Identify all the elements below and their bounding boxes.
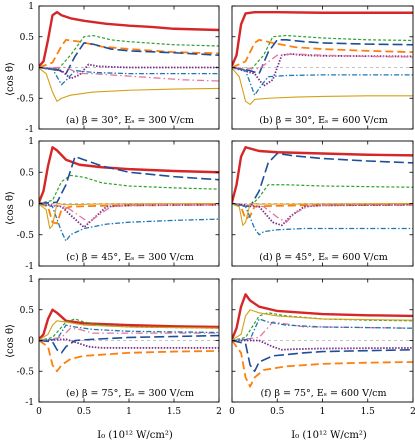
y-tick-label: 0: [28, 337, 34, 347]
series-line-8: [39, 320, 219, 341]
panel-grid: -1 -0.5 0 0.5 1 (a) β = 30°, Eₛ = 300 V/cm (b)…: [17, 2, 415, 417]
y-tick-label: -0.5: [17, 231, 35, 241]
x-tick-label: 1: [320, 407, 326, 417]
series-line-1: [39, 146, 219, 203]
y-axis-label-middle: ⟨cos θ⟩: [5, 191, 16, 225]
panel-annotation: (d) β = 45°, Eₛ = 600 V/cm: [259, 252, 388, 263]
series-group: [232, 146, 413, 236]
series-line-8: [39, 67, 219, 102]
panel-f: 0 0.5 1 1.5 2 (f) β = 75°, Eₛ = 600 V/cm: [229, 278, 415, 417]
series-line-1: [232, 146, 413, 203]
series-group: [232, 10, 413, 105]
x-tick-label: 1.5: [361, 407, 376, 417]
x-tick-label: 0.5: [77, 407, 92, 417]
x-tick-label: 2: [410, 407, 415, 417]
panel-annotation: (c) β = 45°, Eₛ = 300 V/cm: [66, 252, 194, 263]
y-tick-label: 0.5: [20, 33, 35, 43]
x-axis-label-right: I₀ (10¹² W/cm²): [291, 430, 367, 441]
series-line-7: [232, 66, 413, 96]
x-tick-label: 0.5: [270, 407, 285, 417]
series-line-5: [39, 202, 219, 229]
series-line-4: [232, 152, 413, 208]
series-line-6: [39, 66, 219, 82]
series-line-7: [39, 202, 219, 242]
series-group: [39, 308, 219, 373]
series-line-2: [39, 339, 219, 373]
series-line-1: [39, 10, 219, 68]
series-line-2: [232, 339, 413, 388]
series-group: [39, 146, 219, 242]
panel-e: 0 0.5 1 1.5 2 -1 -0.5 0 0.5 1 (e) β = 75°, Eₛ = 30…: [17, 275, 222, 417]
series-line-3: [232, 34, 413, 72]
y-axis-label-bottom: ⟨cos θ⟩: [5, 324, 16, 358]
series-line-6: [232, 321, 413, 342]
series-line-5: [39, 338, 219, 349]
y-axis-label-top: ⟨cos θ⟩: [5, 62, 16, 96]
series-group: [232, 293, 413, 388]
series-line-5: [232, 202, 413, 227]
series-line-4: [39, 334, 219, 354]
series-line-8: [232, 67, 413, 105]
y-tick-label: -1: [25, 398, 34, 408]
panel-annotation: (f) β = 75°, Eₛ = 600 V/cm: [261, 388, 387, 399]
y-tick-label: 1: [28, 2, 34, 12]
y-tick-label: 0.5: [20, 306, 35, 316]
series-line-3: [39, 174, 219, 205]
x-axis-label-left: I₀ (10¹² W/cm²): [97, 430, 173, 441]
series-line-3: [39, 34, 219, 72]
series-line-5: [232, 339, 413, 351]
y-tick-label: 0: [28, 64, 34, 74]
y-tick-label: 1: [28, 137, 34, 147]
y-tick-label: 0: [28, 200, 34, 210]
series-line-2: [232, 38, 413, 69]
y-tick-label: 0.5: [20, 168, 35, 178]
series-line-8: [232, 202, 413, 226]
y-tick-label: -0.5: [17, 367, 35, 377]
series-line-5: [39, 63, 219, 80]
series-line-6: [39, 327, 219, 342]
series-line-1: [39, 308, 219, 341]
series-line-7: [232, 318, 413, 342]
series-line-4: [232, 39, 413, 75]
x-tick-label: 1.5: [167, 407, 182, 417]
panel-annotation: (e) β = 75°, Eₛ = 300 V/cm: [66, 388, 194, 399]
panel-c: -1 -0.5 0 0.5 1 (c) β = 45°, Eₛ = 300 V/cm: [17, 137, 220, 272]
series-line-7: [232, 202, 413, 236]
panel-annotation: (a) β = 30°, Eₛ = 300 V/cm: [66, 115, 194, 126]
x-tick-label: 0: [36, 407, 42, 417]
series-line-4: [39, 155, 219, 205]
series-line-8: [232, 309, 413, 341]
series-line-4: [39, 42, 219, 75]
series-line-1: [232, 293, 413, 340]
y-tick-label: -1: [25, 262, 34, 272]
x-tick-label: 2: [216, 407, 222, 417]
series-group: [39, 10, 219, 102]
series-line-3: [39, 318, 219, 342]
series-line-2: [39, 38, 219, 69]
series-line-8: [39, 202, 219, 230]
x-tick-label: 0: [229, 407, 235, 417]
x-tick-label: 1: [126, 407, 132, 417]
series-line-7: [39, 324, 219, 342]
panel-b: (b) β = 30°, Eₛ = 600 V/cm: [231, 5, 414, 130]
y-tick-label: -1: [25, 125, 34, 135]
series-line-1: [232, 10, 413, 67]
y-tick-label: 1: [28, 275, 34, 285]
series-line-6: [232, 202, 413, 223]
series-line-6: [39, 202, 219, 223]
series-line-4: [232, 339, 413, 373]
series-line-5: [232, 53, 413, 87]
y-tick-label: -0.5: [17, 94, 35, 104]
panel-a: -1 -0.5 0 0.5 1 (a) β = 30°, Eₛ = 300 V/cm: [17, 2, 220, 135]
panel-d: (d) β = 45°, Eₛ = 600 V/cm: [231, 140, 414, 267]
panel-annotation: (b) β = 30°, Eₛ = 600 V/cm: [259, 115, 388, 126]
